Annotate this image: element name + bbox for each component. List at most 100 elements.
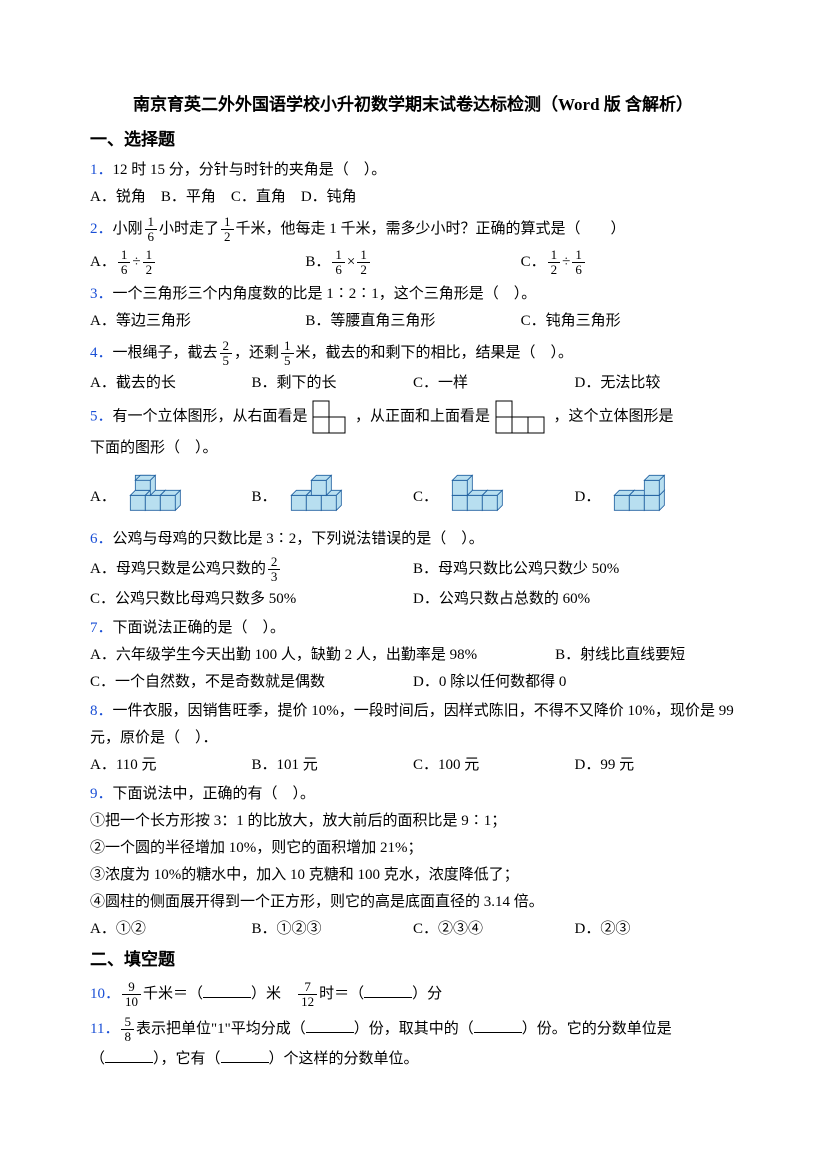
- q2-opt-b: B．16×12: [305, 246, 520, 279]
- question-5: 5．有一个立体图形，从右面看是 ，从正面和上面看是 ，这个立体图形是: [90, 399, 736, 435]
- q4-options: A．截去的长 B．剩下的长 C．一样 D．无法比较: [90, 370, 736, 397]
- q1-options: A．锐角 B．平角 C．直角 D．钝角: [90, 184, 736, 211]
- q4-opt-b: B．剩下的长: [252, 370, 414, 397]
- q8-opt-c: C．100 元: [413, 752, 575, 779]
- question-6: 6．公鸡与母鸡的只数比是 3∶2，下列说法错误的是（ ）。: [90, 526, 736, 553]
- section-1-header: 一、选择题: [90, 125, 736, 156]
- q3-opt-b: B．等腰直角三角形: [305, 308, 520, 335]
- q11-t2: ）份，取其中的（: [354, 1021, 474, 1037]
- q10-t1: 千米＝（: [143, 986, 203, 1002]
- cube-option-b-icon: [283, 472, 353, 522]
- q2-mid2: 千米，他每走 1 千米，需多少小时？正确的算式是（ ）: [236, 221, 626, 237]
- question-8: 8．一件衣服，因销售旺季，提价 10%，一段时间后，因样式陈旧，不得不又降价 1…: [90, 698, 736, 752]
- q6-opt-c: C．公鸡只数比母鸡只数多 50%: [90, 586, 413, 613]
- q11-t6: ）个这样的分数单位。: [269, 1051, 419, 1067]
- shape-right-view-icon: [311, 399, 351, 435]
- q7-options-row1: A．六年级学生今天出勤 100 人，缺勤 2 人，出勤率是 98% B．射线比直…: [90, 642, 736, 669]
- q10-t4: ）分: [412, 986, 442, 1002]
- q3-options: A．等边三角形 B．等腰直角三角形 C．钝角三角形: [90, 308, 736, 335]
- q5-options: A． B． C．: [90, 472, 736, 522]
- question-3: 3．一个三角形三个内角度数的比是 1∶2∶1，这个三角形是（ ）。: [90, 281, 736, 308]
- q8-text: 一件衣服，因销售旺季，提价 10%，一段时间后，因样式陈旧，不得不又降价 10%…: [90, 703, 734, 746]
- question-11: 11．58表示把单位"1"平均分成（）份，取其中的（）份。它的分数单位是: [90, 1013, 736, 1046]
- cube-option-c-icon: [444, 472, 514, 522]
- q5-opt-b: B．: [252, 472, 414, 522]
- q11-line2: （ ），它有（ ）个这样的分数单位。: [90, 1046, 736, 1073]
- q9-l3: ③浓度为 10%的糖水中，加入 10 克糖和 100 克水，浓度降低了；: [90, 862, 736, 889]
- q11-t5: ），它有（: [153, 1051, 221, 1067]
- q2-opt-c: C．12÷16: [521, 246, 736, 279]
- q5-line2: 下面的图形（ ）。: [90, 435, 736, 462]
- q7-opt-d: D．0 除以任何数都得 0: [413, 669, 736, 696]
- q1-text: 12 时 15 分，分针与时针的夹角是（ ）。: [113, 162, 387, 178]
- frac-7-12: 712: [298, 980, 317, 1010]
- shape-front-view-icon: [494, 399, 550, 435]
- frac-9-10: 910: [122, 980, 141, 1010]
- q8-opt-d: D．99 元: [575, 752, 737, 779]
- frac-1-2-a: 12: [221, 215, 234, 245]
- q3-text: 一个三角形三个内角度数的比是 1∶2∶1，这个三角形是（ ）。: [113, 286, 537, 302]
- q3-opt-c: C．钝角三角形: [521, 308, 736, 335]
- q3-opt-a: A．等边三角形: [90, 308, 305, 335]
- section-2-header: 二、填空题: [90, 945, 736, 976]
- cube-option-a-icon: [122, 472, 192, 522]
- q4-pre: 一根绳子，截去: [113, 345, 218, 361]
- q11-t1: 表示把单位"1"平均分成（: [136, 1021, 306, 1037]
- q2-mid1: 小时走了: [159, 221, 219, 237]
- blank-3[interactable]: [306, 1018, 354, 1033]
- q9-opt-c: C．②③④: [413, 916, 575, 943]
- q6-opt-d: D．公鸡只数占总数的 60%: [413, 586, 736, 613]
- q4-mid1: ，还剩: [234, 345, 279, 361]
- q9-options: A．①② B．①②③ C．②③④ D．②③: [90, 916, 736, 943]
- q7-options-row2: C．一个自然数，不是奇数就是偶数 D．0 除以任何数都得 0: [90, 669, 736, 696]
- q6-opt-b: B．母鸡只数比公鸡只数少 50%: [413, 553, 736, 586]
- q6-options-row1: A．母鸡只数是公鸡只数的23 B．母鸡只数比公鸡只数少 50%: [90, 553, 736, 586]
- q4-mid2: 米，截去的和剩下的相比，结果是（ ）。: [296, 345, 574, 361]
- q11-t3: ）份。它的分数单位是: [522, 1021, 672, 1037]
- q8-options: A．110 元 B．101 元 C．100 元 D．99 元: [90, 752, 736, 779]
- q5-opt-a: A．: [90, 472, 252, 522]
- q9-l2: ②一个圆的半径增加 10%，则它的面积增加 21%；: [90, 835, 736, 862]
- q4-opt-c: C．一样: [413, 370, 575, 397]
- q6-text: 公鸡与母鸡的只数比是 3∶2，下列说法错误的是（ ）。: [113, 531, 484, 547]
- frac-1-5: 15: [281, 339, 294, 369]
- blank-5[interactable]: [105, 1048, 153, 1063]
- q9-opt-d: D．②③: [575, 916, 737, 943]
- q8-opt-a: A．110 元: [90, 752, 252, 779]
- page-title: 南京育英二外外国语学校小升初数学期末试卷达标检测（Word 版 含解析）: [90, 90, 736, 121]
- frac-1-6-a: 16: [145, 215, 158, 245]
- qnum-5: 5．: [90, 409, 113, 425]
- q9-l1: ①把一个长方形按 3：1 的比放大，放大前后的面积比是 9∶1；: [90, 808, 736, 835]
- qnum-4: 4．: [90, 345, 113, 361]
- q5-opt-d: D．: [575, 472, 737, 522]
- q7-text: 下面说法正确的是（ ）。: [113, 620, 286, 636]
- q5-pre: 有一个立体图形，从右面看是: [113, 409, 308, 425]
- q9-l4: ④圆柱的侧面展开得到一个正方形，则它的高是底面直径的 3.14 倍。: [90, 889, 736, 916]
- q10-t3: 时＝（: [319, 986, 364, 1002]
- q4-opt-d: D．无法比较: [575, 370, 737, 397]
- question-9: 9．下面说法中，正确的有（ ）。: [90, 781, 736, 808]
- blank-2[interactable]: [364, 983, 412, 998]
- q2-pre: 小刚: [113, 221, 143, 237]
- q11-t4: （: [90, 1051, 105, 1067]
- blank-4[interactable]: [474, 1018, 522, 1033]
- q7-opt-b: B．射线比直线要短: [555, 642, 736, 669]
- blank-6[interactable]: [221, 1048, 269, 1063]
- qnum-11: 11．: [90, 1021, 119, 1037]
- qnum-1: 1．: [90, 162, 113, 178]
- qnum-8: 8．: [90, 703, 113, 719]
- question-4: 4．一根绳子，截去25，还剩15米，截去的和剩下的相比，结果是（ ）。: [90, 337, 736, 370]
- q10-t2: ）米: [251, 986, 281, 1002]
- question-7: 7．下面说法正确的是（ ）。: [90, 615, 736, 642]
- q5-opt-c: C．: [413, 472, 575, 522]
- q2-opt-a: A．16÷12: [90, 246, 305, 279]
- q9-text: 下面说法中，正确的有（ ）。: [113, 786, 316, 802]
- qnum-6: 6．: [90, 531, 113, 547]
- q9-opt-b: B．①②③: [252, 916, 414, 943]
- q5-post: ，这个立体图形是: [554, 409, 674, 425]
- blank-1[interactable]: [203, 983, 251, 998]
- q4-opt-a: A．截去的长: [90, 370, 252, 397]
- q5-mid: ，从正面和上面看是: [355, 409, 490, 425]
- q9-opt-a: A．①②: [90, 916, 252, 943]
- question-2: 2．小刚16小时走了12千米，他每走 1 千米，需多少小时？正确的算式是（ ）: [90, 213, 736, 246]
